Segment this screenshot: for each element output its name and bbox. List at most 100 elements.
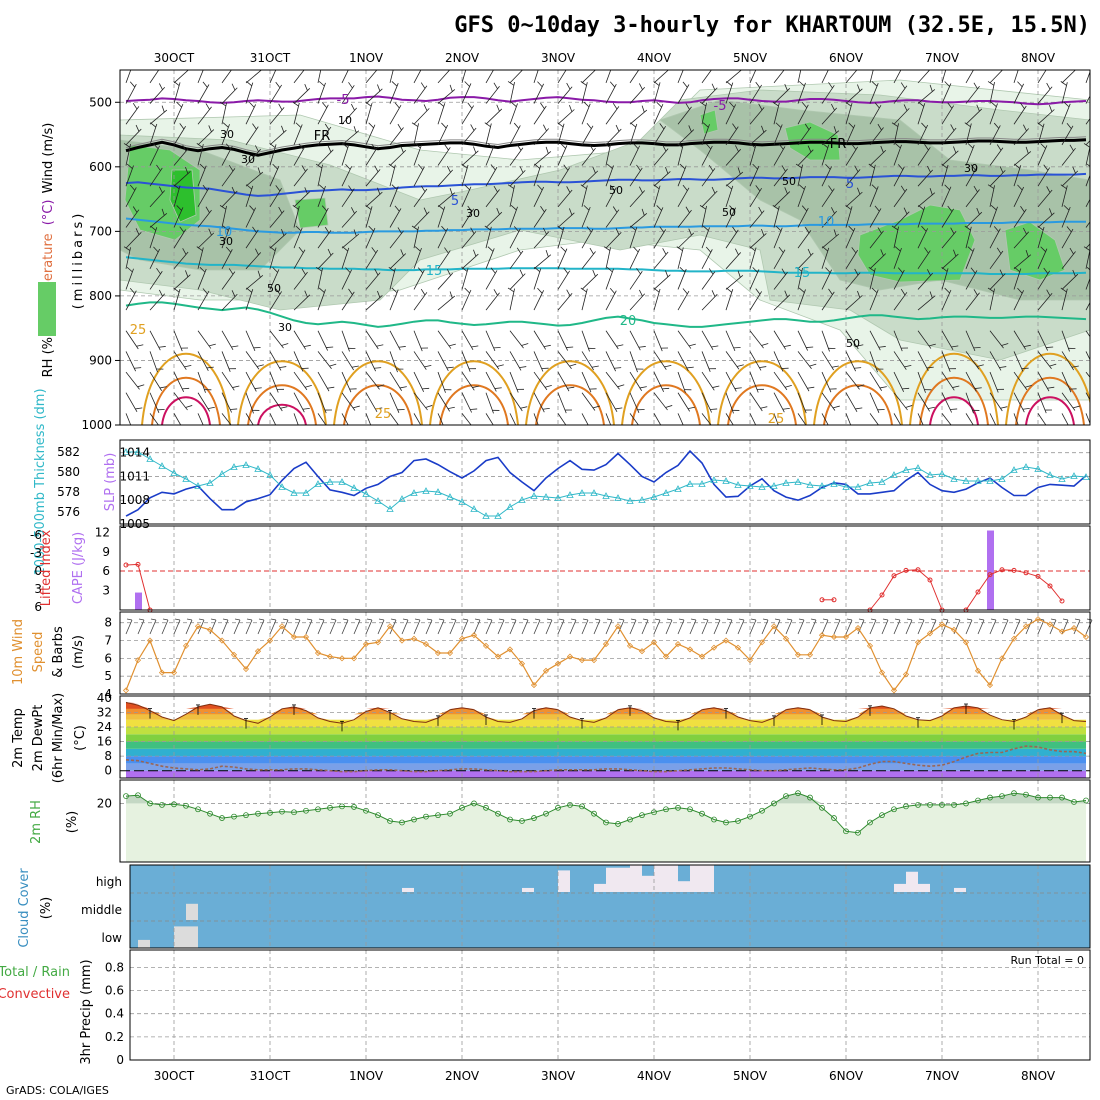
- wind-barb-flag: [682, 184, 688, 191]
- rh-point: [1071, 799, 1077, 805]
- wind-barb-flag: [318, 81, 325, 87]
- wind-barb: [461, 186, 472, 207]
- wind-barb-flag: [1075, 70, 1076, 71]
- thickness-point: [650, 493, 658, 500]
- wind-barb: [1061, 273, 1079, 290]
- wind-barb-flag-10m: [330, 618, 337, 621]
- wind-barb-flag: [825, 163, 831, 170]
- wind-barb-flag: [809, 363, 817, 367]
- wind-barb-flag: [196, 143, 203, 148]
- wind-barb-flag: [1043, 267, 1049, 274]
- wind-barb-flag: [185, 166, 189, 174]
- wind-barb-flag: [592, 405, 600, 409]
- wind-barb-flag: [278, 206, 283, 214]
- wind-tick: 8: [104, 616, 112, 630]
- wind-barb: [557, 413, 567, 425]
- wind-barb-flag: [782, 62, 786, 68]
- wind-barb-flag: [921, 122, 927, 129]
- wind-barb: [773, 351, 784, 372]
- wind-barb: [869, 149, 887, 166]
- rh-contour-label: 30: [466, 207, 480, 220]
- wind-barb: [1037, 109, 1055, 125]
- wind-barb: [173, 82, 181, 104]
- wind-barb: [197, 290, 210, 311]
- rh-point: [399, 819, 405, 826]
- wind-barb-flag-10m: [378, 618, 385, 621]
- wind-barb-flag: [1093, 206, 1097, 212]
- wind-barb: [701, 102, 707, 125]
- wind-barb: [245, 171, 264, 187]
- wind-speed-point: [386, 623, 394, 630]
- lifted-point: [831, 597, 837, 603]
- wind-barb-10m: [125, 619, 133, 635]
- wind-barb: [1037, 248, 1048, 269]
- wind-barb: [293, 206, 300, 228]
- wind-barb: [701, 249, 713, 269]
- wind-tick: 7: [104, 634, 112, 648]
- wind-barb-flag: [544, 385, 552, 388]
- wind-barb: [245, 351, 260, 370]
- wind-barb-flag: [970, 164, 976, 171]
- wind-barb-flag: [807, 145, 812, 153]
- wind-barb-flag: [1060, 184, 1067, 190]
- wind-barb-flag: [749, 246, 756, 252]
- isotherm-label: FR: [830, 137, 847, 152]
- wind-barb: [317, 289, 326, 311]
- date-label-top: 4NOV: [637, 51, 672, 65]
- wind-barb-flag: [641, 105, 645, 113]
- thickness-point: [578, 489, 586, 496]
- wind-barb: [629, 70, 640, 84]
- wind-barb: [509, 185, 515, 207]
- wind-barb: [317, 82, 326, 104]
- wind-barb-flag: [804, 123, 810, 130]
- wind-barb-flag: [134, 367, 142, 369]
- rh-point: [411, 816, 417, 823]
- wind-barb-flag: [807, 386, 815, 389]
- thickness-point: [422, 487, 430, 494]
- wind-barb-flag: [179, 226, 185, 233]
- wind-barb-flag: [878, 346, 886, 348]
- wind-barb: [437, 124, 449, 146]
- wind-barb: [629, 248, 641, 269]
- wind-barb-flag: [973, 185, 978, 193]
- wind-barb: [941, 351, 951, 372]
- wind-barb: [965, 330, 976, 352]
- precip-legend-total: Total / Rain: [0, 965, 70, 980]
- wind-barb-flag: [729, 205, 735, 211]
- wind-barb: [917, 169, 934, 187]
- wind-barb-flag: [420, 185, 426, 192]
- wind-barb-10m: [593, 619, 601, 635]
- cloud-cell: [630, 865, 642, 892]
- wind-barb: [941, 127, 957, 146]
- wind-barb-flag: [711, 345, 719, 348]
- wind-barb: [509, 250, 524, 270]
- isotherm-diurnal: [535, 384, 605, 425]
- wind-speed-point: [170, 669, 178, 676]
- wind-barb: [965, 189, 980, 208]
- date-label-bottom: 5NOV: [733, 1069, 768, 1083]
- wind-barb-flag: [987, 287, 995, 293]
- wind-barb-flag: [126, 266, 133, 273]
- wind-barb-flag: [126, 163, 133, 169]
- wind-barb-flag-10m: [690, 618, 697, 621]
- ylabel-wind: Wind (m/s): [41, 123, 56, 194]
- thickness-point: [1082, 473, 1090, 480]
- wind-barb-flag: [778, 246, 784, 253]
- wind-speed-point: [398, 637, 406, 644]
- wind-barb-flag: [254, 387, 262, 389]
- wind-barb-flag: [1096, 228, 1099, 234]
- wind-barb-flag: [999, 366, 1007, 369]
- wind-barb-flag: [348, 288, 353, 295]
- wind-barb: [917, 330, 932, 349]
- wind-barb: [701, 371, 715, 391]
- wind-barb: [677, 129, 695, 146]
- date-label-bottom: 6NOV: [829, 1069, 864, 1083]
- wind-barb: [917, 192, 936, 208]
- wind-barb-flag: [902, 387, 910, 390]
- wind-barb: [173, 251, 189, 270]
- wind-barb: [1061, 170, 1079, 187]
- wind-barb-flag: [199, 267, 206, 273]
- wind-speed-point: [890, 687, 898, 694]
- wind-barb: [293, 249, 306, 269]
- chart-title: GFS 0~10day 3-hourly for KHARTOUM (32.5E…: [454, 13, 1090, 38]
